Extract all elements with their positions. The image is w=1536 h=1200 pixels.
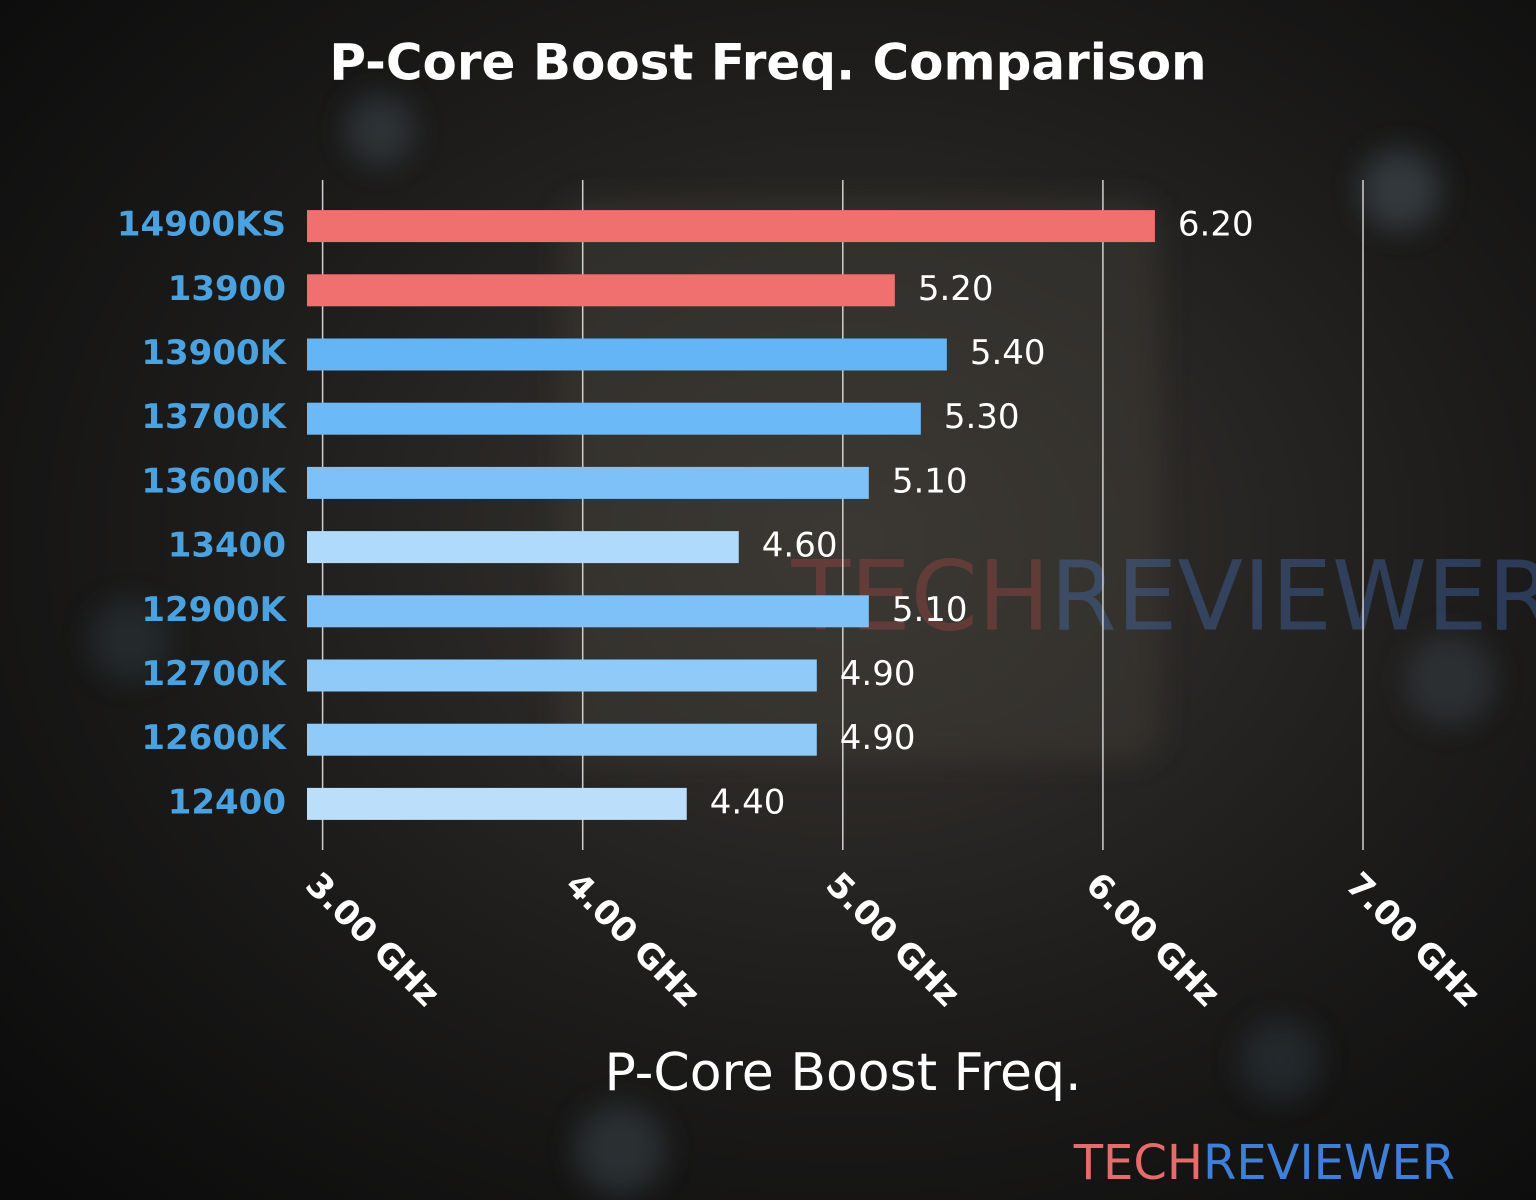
y-tick-label: 12600K	[141, 718, 287, 758]
x-axis-label: P-Core Boost Freq.	[604, 1043, 1081, 1103]
value-label: 4.40	[710, 782, 786, 822]
value-label: 4.90	[840, 718, 916, 758]
y-tick-label: 12400	[168, 782, 286, 822]
y-tick-label: 14900KS	[117, 205, 286, 245]
bar	[307, 723, 817, 756]
y-tick-label: 13900	[168, 269, 286, 309]
y-tick-label: 13400	[168, 526, 286, 566]
bar	[307, 402, 921, 435]
y-tick-label: 12700K	[141, 654, 287, 694]
bar	[307, 595, 869, 628]
bar	[307, 274, 895, 307]
watermark: REVIEWER	[1050, 540, 1536, 652]
value-label: 4.60	[762, 526, 838, 566]
bar	[307, 787, 687, 820]
bar	[307, 210, 1155, 243]
y-tick-label: 13700K	[141, 397, 287, 437]
y-tick-label: 13600K	[141, 461, 287, 501]
value-label: 5.10	[892, 590, 968, 630]
value-label: 5.30	[944, 397, 1020, 437]
value-label: 4.90	[840, 654, 916, 694]
bar	[307, 531, 739, 564]
chart-title: P-Core Boost Freq. Comparison	[329, 34, 1206, 92]
logo: REVIEWER	[1203, 1135, 1455, 1191]
y-tick-label: 12900K	[141, 590, 287, 630]
value-label: 5.10	[892, 461, 968, 501]
bar	[307, 338, 947, 371]
bar	[307, 466, 869, 499]
value-label: 6.20	[1178, 205, 1254, 245]
value-label: 5.40	[970, 333, 1046, 373]
value-label: 5.20	[918, 269, 994, 309]
logo: TECH	[1073, 1135, 1203, 1191]
y-tick-label: 13900K	[141, 333, 287, 373]
bar	[307, 659, 817, 692]
